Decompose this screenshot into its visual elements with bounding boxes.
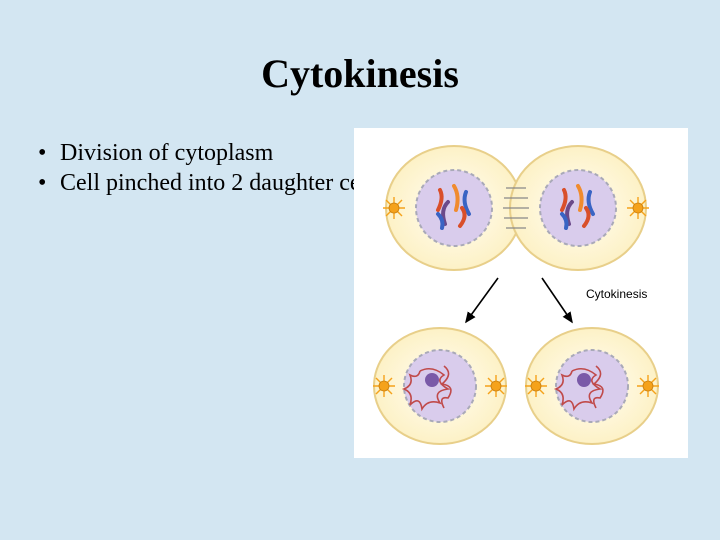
centrosome-icon (627, 197, 649, 219)
daughter-cell-right (525, 328, 659, 444)
daughter-cell-left (373, 328, 507, 444)
cytokinesis-diagram: Cytokinesis (354, 128, 688, 458)
top-dividing-cell (383, 146, 649, 270)
slide-title: Cytokinesis (0, 50, 720, 97)
centrosome-icon (383, 197, 405, 219)
centrosome-icon (525, 375, 547, 397)
arrow-icon (542, 278, 572, 322)
bullet-item: Cell pinched into 2 daughter cells (38, 168, 383, 198)
bullet-item: Division of cytoplasm (38, 138, 383, 168)
arrow-icon (466, 278, 498, 322)
bullet-list: Division of cytoplasm Cell pinched into … (38, 138, 383, 198)
centrosome-icon (485, 375, 507, 397)
centrosome-icon (637, 375, 659, 397)
diagram-label: Cytokinesis (586, 287, 647, 301)
centrosome-icon (373, 375, 395, 397)
